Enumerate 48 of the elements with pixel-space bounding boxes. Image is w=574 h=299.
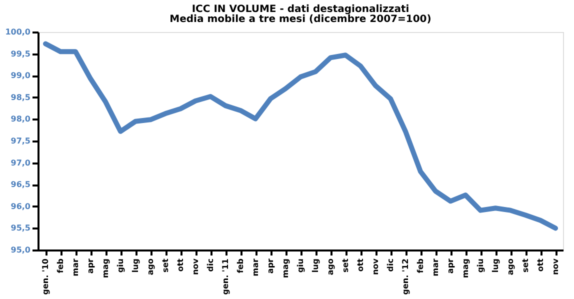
y-tick-label: 97,0: [10, 158, 31, 168]
y-tick-label: 98,5: [10, 92, 31, 102]
x-tick-label: feb: [416, 258, 425, 274]
y-tick-label: 96,5: [10, 180, 31, 190]
x-tick-label: gen. '10: [41, 258, 50, 295]
y-tick-label: 98,0: [10, 114, 31, 124]
x-tick-label: giu: [476, 258, 485, 273]
x-tick-label: mar: [251, 258, 260, 276]
x-tick-label: lug: [491, 258, 500, 273]
x-tick-label: ago: [146, 258, 155, 276]
x-tick-label: dic: [386, 258, 395, 272]
x-tick-label: ago: [326, 258, 335, 276]
x-tick-label: nov: [371, 258, 380, 275]
x-tick-label: ott: [356, 258, 365, 272]
x-tick-label: mar: [71, 258, 80, 276]
y-tick-label: 95,0: [10, 246, 31, 254]
x-tick-label: giu: [296, 258, 305, 273]
x-tick-label: lug: [131, 258, 140, 273]
x-tick-label: apr: [266, 258, 275, 274]
x-tick-label: mar: [431, 258, 440, 276]
chart-subtitle: Media mobile a tre mesi (dicembre 2007=100): [170, 14, 432, 25]
chart-title: ICC IN VOLUME - dati destagionalizzati: [192, 4, 410, 15]
y-tick-label: 97,5: [10, 136, 31, 146]
x-tick-label: feb: [56, 258, 65, 274]
x-tick-label: mag: [101, 258, 110, 278]
x-tick-label: giu: [116, 258, 125, 273]
x-tick-label: nov: [551, 258, 560, 275]
x-tick-label: mag: [281, 258, 290, 278]
x-tick-label: dic: [206, 258, 215, 272]
x-tick-label: ott: [536, 258, 545, 272]
x-tick-label: nov: [191, 258, 200, 275]
x-tick-label: ago: [506, 258, 515, 276]
x-tick-label: feb: [236, 258, 245, 274]
x-tick-label: gen. '12: [401, 258, 410, 295]
y-tick-label: 100,0: [5, 28, 31, 36]
x-tick-label: mag: [461, 258, 470, 278]
x-tick-label: set: [161, 258, 170, 273]
x-tick-label: lug: [311, 258, 320, 273]
x-tick-label: apr: [446, 258, 455, 274]
x-tick-label: gen. '11: [221, 258, 230, 295]
x-tick-label: ott: [176, 258, 185, 272]
y-tick-label: 99,5: [10, 49, 31, 58]
y-tick-label: 95,5: [10, 224, 31, 233]
y-tick-label: 96,0: [10, 202, 31, 211]
x-tick-label: set: [521, 258, 530, 273]
x-tick-label: set: [341, 258, 350, 273]
y-tick-label: 99,0: [10, 71, 31, 80]
x-tick-label: apr: [86, 258, 95, 274]
